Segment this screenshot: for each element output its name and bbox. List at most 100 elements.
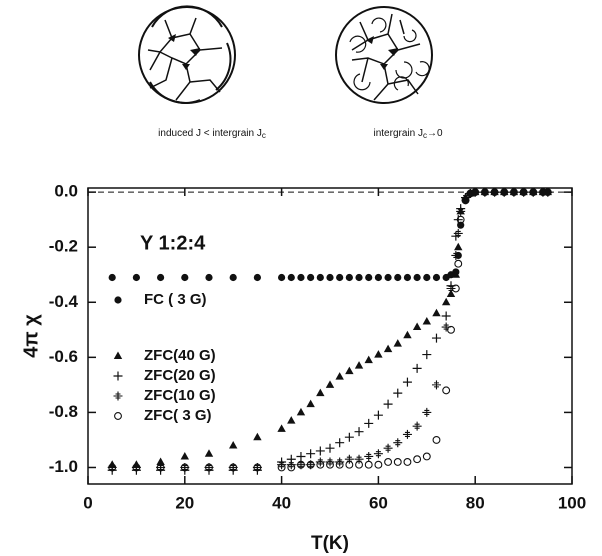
point [335, 438, 345, 448]
point [345, 366, 354, 375]
point [315, 446, 325, 456]
caption-text: →0 [427, 128, 443, 139]
point [345, 273, 353, 282]
point [228, 462, 238, 472]
point [432, 308, 441, 317]
point [306, 460, 316, 470]
point [422, 350, 432, 360]
point [325, 380, 335, 388]
point [441, 322, 451, 332]
point [253, 463, 262, 472]
point [432, 273, 441, 282]
point [157, 273, 165, 282]
point [373, 410, 383, 420]
point [253, 273, 261, 282]
point [422, 407, 432, 417]
point [287, 273, 295, 282]
legend-entry: ZFC(10 G) [113, 387, 216, 404]
point [306, 399, 315, 408]
point [316, 273, 324, 282]
point [335, 372, 344, 380]
legend-entry: FC ( 3 G) [114, 291, 207, 308]
legend-marker [114, 296, 122, 304]
point [364, 355, 373, 364]
point [461, 193, 471, 203]
caption: intergrain Jc→0 [373, 128, 442, 140]
point [107, 462, 117, 472]
point [316, 388, 325, 397]
point [108, 463, 117, 472]
point [412, 421, 422, 431]
point [296, 460, 306, 470]
diagram-right [335, 6, 433, 104]
point [344, 432, 354, 442]
point [384, 273, 392, 282]
point [335, 460, 344, 469]
point [465, 189, 475, 199]
x-tick-label: 40 [272, 493, 291, 512]
point [393, 438, 403, 448]
point [355, 460, 363, 469]
point [393, 458, 402, 466]
point [354, 427, 364, 437]
legend-entry: ZFC(40 G) [113, 347, 216, 364]
legend-marker [113, 391, 123, 401]
x-tick-label: 60 [369, 493, 388, 512]
point [393, 339, 402, 347]
legend-entry: ZFC( 3 G) [114, 407, 212, 424]
point [364, 460, 373, 469]
point [287, 416, 296, 424]
point [253, 432, 262, 441]
point [296, 407, 306, 416]
point [229, 273, 237, 282]
legend-label: ZFC( 3 G) [144, 407, 212, 424]
point [383, 443, 393, 453]
annotation: Y 1:2:4 [140, 232, 206, 254]
point [132, 273, 140, 282]
point [451, 284, 460, 293]
y-axis-label: 4π χ [20, 314, 42, 358]
point [453, 228, 463, 238]
point [156, 462, 166, 472]
legend-entry: ZFC(20 G) [113, 367, 216, 384]
point [306, 449, 316, 459]
point [393, 388, 403, 398]
point [132, 463, 141, 472]
point [383, 344, 393, 353]
point [252, 462, 262, 472]
point [156, 463, 165, 472]
point [307, 273, 315, 282]
point [403, 458, 412, 466]
point [229, 463, 238, 472]
point [325, 443, 335, 453]
point [384, 458, 393, 466]
point [315, 457, 325, 467]
point [374, 273, 382, 282]
point [180, 451, 189, 460]
point [354, 361, 364, 369]
point [336, 273, 344, 282]
point [374, 350, 383, 358]
point [441, 297, 451, 306]
x-tick-label: 20 [175, 493, 194, 512]
caption-text: induced J < intergrain J [158, 128, 262, 139]
point [131, 462, 141, 472]
point [373, 449, 383, 459]
plot-frame [87, 187, 573, 485]
point [326, 273, 334, 282]
point [345, 460, 354, 469]
point [297, 460, 305, 469]
point [325, 457, 335, 467]
point [447, 325, 455, 334]
y-tick-label: -0.4 [49, 292, 79, 311]
point [286, 460, 296, 470]
x-tick-label: 100 [558, 493, 586, 512]
x-tick-label: 80 [466, 493, 485, 512]
point [457, 221, 465, 229]
point [454, 259, 463, 268]
point [454, 242, 463, 251]
y-tick-label: -0.8 [49, 402, 78, 421]
point [446, 284, 456, 294]
